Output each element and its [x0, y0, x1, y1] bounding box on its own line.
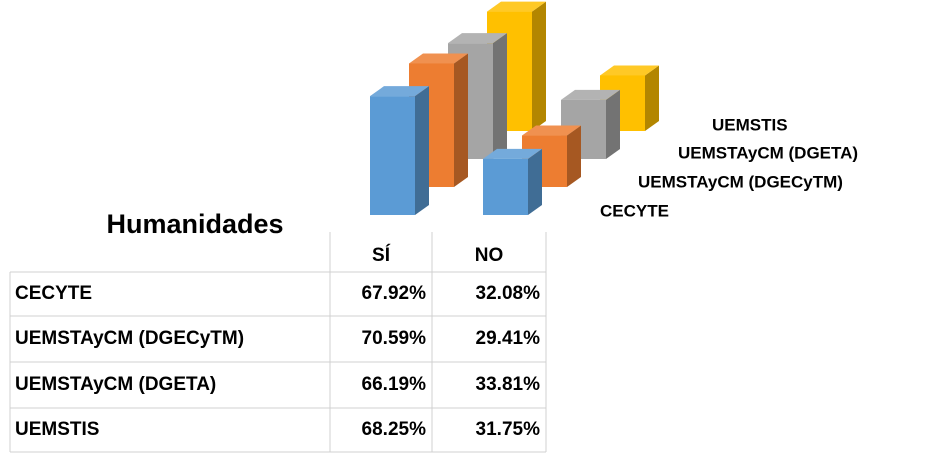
- bar: [370, 86, 429, 215]
- legend-label: UEMSTAyCM (DGECyTM): [638, 172, 843, 191]
- bar-top: [522, 125, 581, 136]
- chart-title: Humanidades: [106, 209, 283, 239]
- table-row-label: UEMSTAyCM (DGECyTM): [15, 328, 244, 349]
- table-row-label: UEMSTIS: [15, 419, 99, 440]
- bar: [483, 148, 542, 215]
- bar-side: [528, 148, 542, 215]
- bar-side: [567, 125, 581, 187]
- table-cell: 66.19%: [362, 374, 427, 395]
- table-row-label: CECYTE: [15, 283, 92, 304]
- bar-side: [493, 33, 507, 160]
- bar-front: [483, 158, 528, 215]
- legend-label: UEMSTAyCM (DGETA): [678, 143, 858, 162]
- table-cell: 31.75%: [476, 419, 541, 440]
- table-cell: 68.25%: [362, 419, 427, 440]
- bar-top: [561, 89, 620, 100]
- bar-side: [606, 89, 620, 159]
- bar-front: [370, 96, 415, 215]
- table-header: NO: [475, 245, 504, 266]
- bar-top: [483, 148, 542, 159]
- bar-top: [409, 53, 468, 64]
- table-row-label: UEMSTAyCM (DGETA): [15, 374, 216, 395]
- table-cell: 33.81%: [476, 374, 541, 395]
- table-cell: 70.59%: [362, 328, 427, 349]
- bar-top: [487, 1, 546, 12]
- bar-top: [600, 65, 659, 76]
- bar-side: [532, 1, 546, 131]
- table-header: SÍ: [372, 244, 391, 266]
- bar-top: [370, 86, 429, 97]
- table-cell: 67.92%: [362, 283, 427, 304]
- bar: [522, 125, 581, 187]
- bar-top: [448, 33, 507, 44]
- table-cell: 29.41%: [476, 328, 541, 349]
- legend-label: CECYTE: [600, 201, 669, 220]
- bar-side: [415, 86, 429, 215]
- bar-side: [645, 65, 659, 131]
- legend-label: UEMSTIS: [712, 115, 788, 134]
- table-cell: 32.08%: [476, 283, 541, 304]
- bar-side: [454, 53, 468, 187]
